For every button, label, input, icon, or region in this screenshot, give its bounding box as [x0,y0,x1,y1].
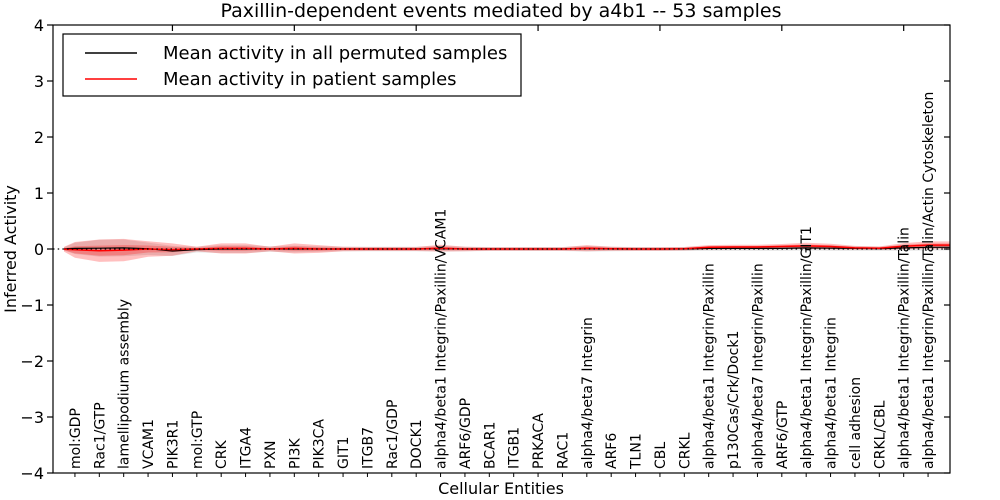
category-label: GIT1 [336,437,352,469]
category-label: CRKL [677,432,693,469]
category-label: alpha4/beta7 Integrin/Paxillin [750,263,766,469]
permuted-std-band [64,239,950,257]
category-label: PXN [263,440,279,469]
legend-box [62,33,522,97]
y-tick-label: 4 [34,16,44,35]
y-tick-label: −4 [20,464,44,483]
category-label: p130Cas/Crk/Dock1 [726,331,742,469]
category-label: alpha4/beta1 Integrin/Paxillin [702,263,718,469]
category-label: ARF6 [604,433,620,469]
category-label: ITGB1 [507,427,523,469]
category-label: ITGA4 [239,427,255,469]
category-label: mol:GDP [68,408,84,469]
legend: Mean activity in all permuted samples Me… [62,33,522,97]
category-label: cell adhesion [848,377,864,469]
category-label: CRK [214,439,230,469]
category-label: TLN1 [629,433,645,470]
y-tick-label: −1 [20,296,44,315]
category-label: mol:GTP [190,411,206,469]
y-tick-label: 2 [34,128,44,147]
category-label: DOCK1 [409,419,425,469]
category-label: lamellipodium assembly [117,299,133,469]
y-tick-label: −3 [20,408,44,427]
category-label: RAC1 [555,432,571,469]
category-label: alpha4/beta1 Integrin/Paxillin/Talin/Act… [921,92,937,469]
category-labels: mol:GDP Rac1/GTP lamellipodium assembly VCA… [68,92,937,470]
y-tick-label: 1 [34,184,44,203]
y-tick-label: 3 [34,72,44,91]
category-label: Rac1/GTP [92,402,108,469]
category-label: Rac1/GDP [385,400,401,469]
legend-label-patient: Mean activity in patient samples [163,69,457,90]
category-label: ARF6/GTP [775,401,791,469]
patient-std-band [64,238,950,262]
y-axis-label: Inferred Activity [1,185,20,313]
category-label: PIK3R1 [165,420,181,469]
category-label: alpha4/beta1 Integrin/Paxillin/VCAM1 [434,209,450,469]
category-label: alpha4/beta1 Integrin/Paxillin/Talin [897,227,913,469]
series-line-1 [63,244,950,252]
std-bands [64,238,950,262]
category-label: VCAM1 [141,419,157,469]
plot-frame [52,24,951,474]
series-lines [53,244,950,252]
legend-label-permuted: Mean activity in all permuted samples [163,43,507,64]
category-label: BCAR1 [482,422,498,469]
category-label: alpha4/beta1 Integrin [824,317,840,469]
category-label: PI3K [287,438,303,469]
category-label: CRKL/CBL [872,400,888,469]
x-axis-label: Cellular Entities [438,479,564,498]
category-label: ARF6/GDP [458,398,474,469]
y-tick-label: 0 [34,240,44,259]
category-label: PIK3CA [312,419,328,469]
y-tick-labels: 4 3 2 1 0 −1 −2 −3 −4 [20,16,44,483]
category-label: alpha4/beta7 Integrin [580,317,596,469]
category-label: CBL [653,442,669,469]
y-tick-label: −2 [20,352,44,371]
category-label: alpha4/beta1 Integrin/Paxillin/GIT1 [799,226,815,469]
category-label: ITGB7 [360,427,376,469]
chart-title: Paxillin-dependent events mediated by a4… [220,0,781,22]
category-label: PRKACA [531,413,547,469]
